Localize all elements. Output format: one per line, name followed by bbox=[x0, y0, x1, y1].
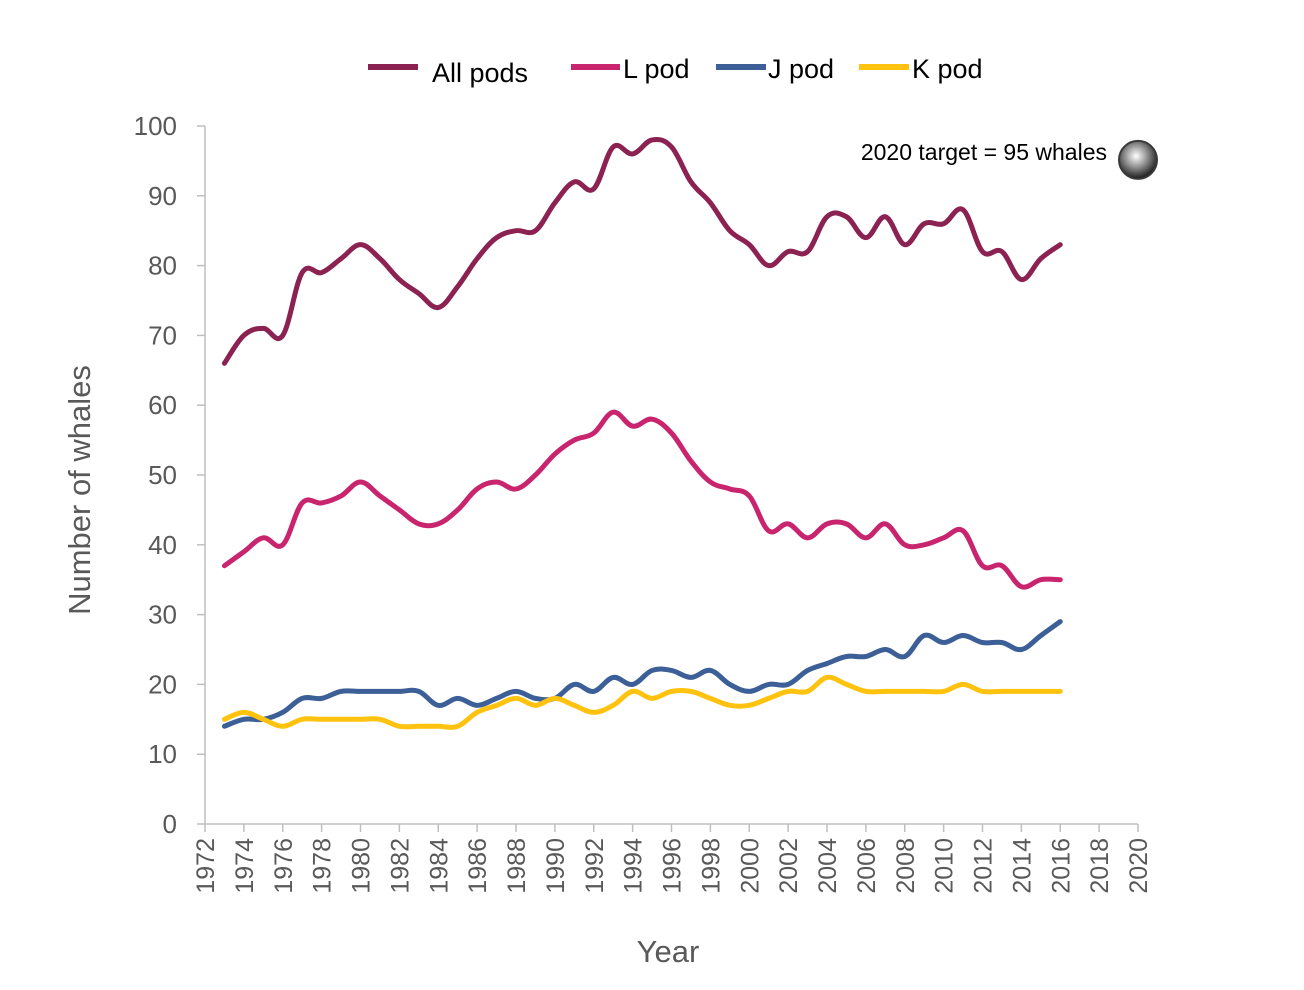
series-line-k-pod bbox=[221, 674, 1063, 730]
x-tick-label: 1994 bbox=[620, 838, 648, 894]
x-tick-label: 2008 bbox=[892, 838, 920, 894]
x-tick-label: 2006 bbox=[853, 838, 881, 894]
y-tick-label: 50 bbox=[148, 460, 177, 490]
x-tick-label: 1976 bbox=[270, 838, 298, 894]
x-tick-label: 2002 bbox=[775, 838, 803, 894]
annotation-layer: 2020 target = 95 whales bbox=[861, 139, 1158, 180]
x-tick-label: 2016 bbox=[1047, 838, 1075, 894]
x-tick-label: 1978 bbox=[309, 838, 337, 894]
target-point-marker bbox=[1118, 139, 1158, 180]
y-tick-label: 70 bbox=[148, 320, 177, 350]
x-axis-title: Year bbox=[637, 934, 700, 969]
x-tick-label: 1996 bbox=[659, 838, 687, 894]
x-tick-label: 2012 bbox=[970, 838, 998, 894]
x-tick-label: 2020 bbox=[1125, 838, 1153, 894]
x-tick-label: 2000 bbox=[736, 838, 764, 894]
x-tick-label: 1984 bbox=[425, 838, 453, 894]
x-tick-label: 1986 bbox=[464, 838, 492, 894]
legend-label-l-pod: L pod bbox=[623, 54, 690, 84]
x-tick-label: 1972 bbox=[192, 838, 220, 894]
y-tick-label: 10 bbox=[148, 739, 177, 769]
legend-label-all-pods: All pods bbox=[432, 58, 528, 88]
y-tick-label: 30 bbox=[148, 600, 177, 630]
y-axis-title: Number of whales bbox=[62, 365, 97, 615]
legend: All pods L pod J pod K pod bbox=[368, 54, 983, 88]
x-tick-label: 1988 bbox=[503, 838, 531, 894]
x-tick-label: 2014 bbox=[1008, 838, 1036, 894]
y-tick-label: 40 bbox=[148, 530, 177, 560]
x-tick-label: 1980 bbox=[348, 838, 376, 894]
y-tick-label: 90 bbox=[148, 181, 177, 211]
x-tick-label: 1982 bbox=[386, 838, 414, 894]
y-tick-label: 60 bbox=[148, 390, 177, 420]
series-line-l-pod bbox=[221, 409, 1063, 590]
axes: 0 10 20 30 40 50 60 70 80 90 100 1972 1974 1976 1978 19… bbox=[62, 111, 1153, 969]
series-line-j-pod bbox=[221, 619, 1063, 729]
x-tick-label: 1974 bbox=[231, 838, 259, 894]
x-tick-label: 2018 bbox=[1086, 838, 1114, 894]
target-annotation-label: 2020 target = 95 whales bbox=[861, 139, 1107, 165]
x-tick-label: 1992 bbox=[581, 838, 609, 894]
x-tick-label: 2004 bbox=[814, 838, 842, 894]
x-tick-label: 1998 bbox=[697, 838, 725, 894]
x-tick-label: 2010 bbox=[931, 838, 959, 894]
y-tick-label: 0 bbox=[163, 809, 177, 839]
y-tick-label: 80 bbox=[148, 251, 177, 281]
series-layer bbox=[221, 136, 1063, 730]
y-tick-label: 20 bbox=[148, 669, 177, 699]
legend-label-k-pod: K pod bbox=[912, 54, 983, 84]
y-tick-label: 100 bbox=[134, 111, 177, 141]
series-line-all-pods bbox=[221, 136, 1063, 366]
legend-label-j-pod: J pod bbox=[768, 54, 834, 84]
x-tick-label: 1990 bbox=[542, 838, 570, 894]
